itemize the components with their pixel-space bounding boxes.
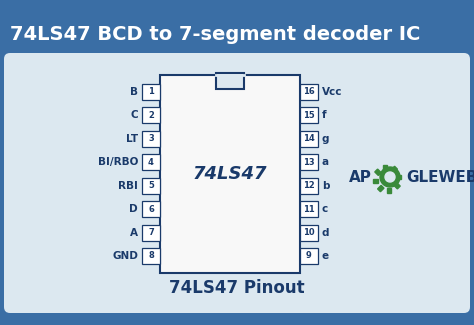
Text: f: f [322, 111, 327, 121]
Text: 1: 1 [148, 87, 154, 97]
Text: 13: 13 [303, 158, 315, 167]
Bar [300, 248, 318, 264]
Bar [142, 84, 160, 100]
Bar [388, 188, 392, 193]
Text: BI/RBO: BI/RBO [98, 157, 138, 167]
Text: GND: GND [112, 251, 138, 261]
Text: b: b [322, 181, 329, 191]
FancyBboxPatch shape [4, 53, 470, 313]
Bar [300, 201, 318, 217]
Text: LT: LT [126, 134, 138, 144]
Text: Vcc: Vcc [322, 87, 343, 97]
Bar [374, 179, 379, 183]
Bar [300, 108, 318, 124]
Bar [142, 108, 160, 124]
Text: A: A [130, 227, 138, 238]
Text: C: C [130, 111, 138, 121]
Bar [142, 131, 160, 147]
Bar [300, 225, 318, 240]
Text: RBI: RBI [118, 181, 138, 191]
Text: 6: 6 [148, 205, 154, 214]
Bar [391, 166, 397, 173]
Bar [216, 73, 244, 89]
Bar [396, 175, 401, 179]
Text: B: B [130, 87, 138, 97]
Text: 8: 8 [148, 252, 154, 261]
Bar [300, 178, 318, 194]
Bar [378, 185, 384, 192]
Text: 74LS47: 74LS47 [193, 165, 267, 183]
Text: d: d [322, 227, 329, 238]
Bar [142, 201, 160, 217]
Bar [142, 178, 160, 194]
Text: 11: 11 [303, 205, 315, 214]
Text: e: e [322, 251, 329, 261]
Text: 15: 15 [303, 111, 315, 120]
Text: 5: 5 [148, 181, 154, 190]
Bar [142, 248, 160, 264]
Bar [300, 154, 318, 170]
Bar [142, 154, 160, 170]
Text: c: c [322, 204, 328, 214]
Bar [142, 225, 160, 240]
Bar [300, 84, 318, 100]
Text: 16: 16 [303, 87, 315, 97]
Text: GLEWEB: GLEWEB [406, 170, 474, 185]
Bar [394, 183, 400, 189]
Text: g: g [322, 134, 329, 144]
Text: 74LS47 BCD to 7-segment decoder IC: 74LS47 BCD to 7-segment decoder IC [10, 25, 420, 44]
Text: 9: 9 [306, 252, 312, 261]
Circle shape [380, 167, 400, 187]
Text: 12: 12 [303, 181, 315, 190]
Bar [375, 169, 381, 176]
Text: 2: 2 [148, 111, 154, 120]
Text: 4: 4 [148, 158, 154, 167]
Text: 3: 3 [148, 134, 154, 143]
Text: a: a [322, 157, 329, 167]
Bar [383, 165, 388, 170]
Text: 10: 10 [303, 228, 315, 237]
Text: D: D [129, 204, 138, 214]
Text: 7: 7 [148, 228, 154, 237]
Text: 74LS47 Pinout: 74LS47 Pinout [169, 279, 305, 297]
Text: AP: AP [349, 170, 372, 185]
Bar [300, 131, 318, 147]
Circle shape [385, 172, 395, 182]
Bar [160, 75, 300, 273]
Text: 14: 14 [303, 134, 315, 143]
